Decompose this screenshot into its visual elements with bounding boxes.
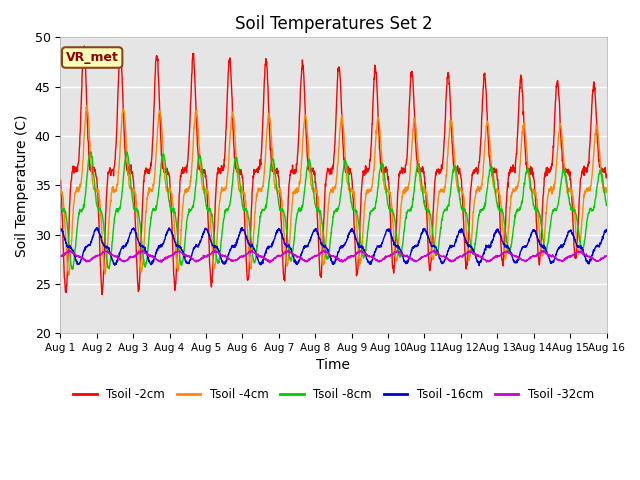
Line: Tsoil -8cm: Tsoil -8cm — [60, 152, 607, 269]
Tsoil -8cm — [323, 255, 330, 261]
Tsoil -32cm — [603, 253, 611, 259]
Y-axis label: Soil Temperature (C): Soil Temperature (C) — [15, 114, 29, 256]
Tsoil -2cm — [487, 162, 495, 168]
Tsoil -4cm — [308, 186, 316, 192]
Tsoil -2cm — [84, 140, 92, 145]
Tsoil -16cm — [56, 226, 64, 231]
Tsoil -2cm — [587, 120, 595, 126]
Tsoil -4cm — [487, 156, 495, 162]
Tsoil -8cm — [56, 201, 64, 207]
Tsoil -4cm — [588, 180, 595, 186]
Tsoil -4cm — [323, 231, 330, 237]
Tsoil -16cm — [603, 227, 611, 232]
Tsoil -32cm — [587, 254, 595, 260]
Tsoil -8cm — [123, 149, 131, 155]
Tsoil -16cm — [588, 255, 595, 261]
Tsoil -32cm — [266, 260, 274, 265]
Legend: Tsoil -2cm, Tsoil -4cm, Tsoil -8cm, Tsoil -16cm, Tsoil -32cm: Tsoil -2cm, Tsoil -4cm, Tsoil -8cm, Tsoi… — [68, 384, 598, 406]
Tsoil -4cm — [603, 188, 611, 193]
Tsoil -4cm — [587, 183, 595, 189]
Tsoil -2cm — [603, 174, 611, 180]
Tsoil -8cm — [603, 203, 611, 208]
Tsoil -8cm — [68, 266, 76, 272]
Tsoil -4cm — [83, 102, 91, 108]
Tsoil -16cm — [308, 233, 316, 239]
Tsoil -8cm — [308, 173, 316, 179]
Tsoil -32cm — [308, 255, 316, 261]
Tsoil -8cm — [487, 164, 495, 169]
Title: Soil Temperatures Set 2: Soil Temperatures Set 2 — [235, 15, 432, 33]
Line: Tsoil -32cm: Tsoil -32cm — [60, 250, 607, 263]
Text: VR_met: VR_met — [66, 51, 118, 64]
X-axis label: Time: Time — [316, 359, 351, 372]
Line: Tsoil -16cm: Tsoil -16cm — [60, 228, 607, 265]
Tsoil -2cm — [56, 179, 64, 184]
Tsoil -16cm — [84, 242, 92, 248]
Line: Tsoil -2cm: Tsoil -2cm — [60, 46, 607, 295]
Tsoil -4cm — [85, 118, 93, 123]
Tsoil -32cm — [285, 247, 293, 253]
Tsoil -16cm — [487, 240, 495, 246]
Tsoil -2cm — [323, 173, 330, 179]
Tsoil -16cm — [587, 257, 595, 263]
Tsoil -2cm — [308, 169, 316, 175]
Tsoil -32cm — [588, 255, 595, 261]
Tsoil -8cm — [587, 205, 595, 211]
Tsoil -2cm — [99, 292, 106, 298]
Tsoil -16cm — [323, 245, 330, 251]
Tsoil -16cm — [476, 263, 483, 268]
Tsoil -8cm — [84, 158, 92, 164]
Line: Tsoil -4cm: Tsoil -4cm — [60, 105, 607, 276]
Tsoil -16cm — [238, 225, 246, 230]
Tsoil -32cm — [56, 253, 64, 259]
Tsoil -2cm — [81, 43, 88, 49]
Tsoil -4cm — [56, 190, 64, 196]
Tsoil -32cm — [487, 257, 495, 263]
Tsoil -8cm — [588, 207, 595, 213]
Tsoil -32cm — [84, 259, 92, 264]
Tsoil -2cm — [588, 115, 595, 120]
Tsoil -32cm — [323, 249, 330, 255]
Tsoil -4cm — [65, 273, 72, 278]
